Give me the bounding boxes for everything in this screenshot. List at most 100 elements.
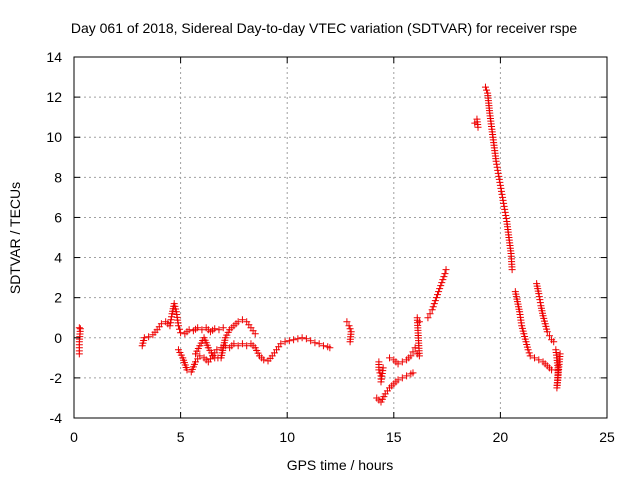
data-point bbox=[290, 336, 298, 344]
data-point bbox=[211, 325, 219, 333]
data-point bbox=[157, 320, 165, 328]
data-point bbox=[234, 342, 242, 350]
data-point bbox=[426, 310, 434, 318]
data-point bbox=[375, 366, 383, 374]
data-point-trail bbox=[500, 202, 508, 210]
data-point bbox=[424, 314, 432, 322]
data-point bbox=[413, 314, 421, 322]
data-point-trail bbox=[429, 303, 437, 311]
data-point bbox=[474, 123, 482, 131]
data-point bbox=[437, 282, 445, 290]
data-point bbox=[145, 333, 153, 341]
data-point-trail bbox=[497, 187, 505, 195]
data-point-trail bbox=[499, 196, 507, 204]
data-point bbox=[219, 324, 227, 332]
data-point bbox=[194, 324, 202, 332]
data-point bbox=[499, 193, 507, 201]
data-point bbox=[285, 337, 293, 345]
data-point bbox=[298, 334, 306, 342]
data-point bbox=[183, 366, 191, 374]
data-point bbox=[302, 335, 310, 343]
data-point bbox=[315, 340, 323, 348]
data-point-trail bbox=[498, 190, 506, 198]
y-tick-label: 4 bbox=[54, 250, 62, 266]
data-point bbox=[251, 330, 259, 338]
data-point bbox=[531, 354, 539, 362]
data-point-trail bbox=[346, 325, 354, 333]
x-tick-label: 5 bbox=[177, 429, 185, 445]
data-point bbox=[545, 332, 553, 340]
x-tick-label: 15 bbox=[386, 429, 402, 445]
data-point bbox=[379, 364, 387, 372]
data-point bbox=[492, 157, 500, 165]
data-point-trail bbox=[536, 299, 544, 307]
data-point bbox=[394, 360, 402, 368]
data-point-trail bbox=[434, 291, 442, 299]
y-tick-label: -4 bbox=[50, 410, 63, 426]
data-point bbox=[198, 326, 206, 334]
data-point bbox=[281, 338, 289, 346]
y-tick-label: 12 bbox=[46, 89, 62, 105]
data-point bbox=[319, 342, 327, 350]
data-point bbox=[166, 322, 174, 330]
x-tick-label: 25 bbox=[599, 429, 615, 445]
data-point bbox=[185, 326, 193, 334]
data-point bbox=[307, 337, 315, 345]
data-point-trail bbox=[496, 178, 504, 186]
data-point-trail bbox=[166, 319, 174, 327]
data-point bbox=[243, 342, 251, 350]
data-point bbox=[311, 339, 319, 347]
data-point-trail bbox=[493, 160, 501, 168]
data-point-trail bbox=[502, 211, 510, 219]
y-axis-tick-labels: -4 -2 0 2 4 6 8 10 12 14 bbox=[46, 49, 62, 426]
data-point-trail bbox=[440, 273, 448, 281]
data-point bbox=[343, 318, 351, 326]
data-point bbox=[442, 266, 450, 274]
y-tick-label: 6 bbox=[54, 209, 62, 225]
data-point bbox=[548, 366, 556, 374]
data-point bbox=[524, 346, 532, 354]
data-point bbox=[326, 344, 334, 352]
y-tick-label: 2 bbox=[54, 290, 62, 306]
data-point-trail bbox=[495, 175, 503, 183]
data-point bbox=[75, 324, 83, 332]
data-point bbox=[481, 83, 489, 91]
data-point-trail bbox=[493, 163, 501, 171]
data-point-trail bbox=[525, 349, 533, 357]
data-point bbox=[215, 326, 223, 334]
x-axis-tick-labels: 0 5 10 15 20 25 bbox=[70, 429, 615, 445]
data-point bbox=[550, 338, 558, 346]
data-point bbox=[535, 356, 543, 364]
data-point bbox=[174, 322, 182, 330]
data-point bbox=[277, 340, 285, 348]
data-point bbox=[238, 316, 246, 324]
data-point bbox=[386, 354, 394, 362]
data-point-trail bbox=[176, 325, 184, 333]
y-tick-label: 0 bbox=[54, 330, 62, 346]
data-point-trail bbox=[501, 208, 509, 216]
data-point bbox=[556, 350, 564, 358]
data-point bbox=[230, 340, 238, 348]
data-point bbox=[415, 318, 423, 326]
data-point bbox=[238, 340, 246, 348]
data-point-trail bbox=[497, 184, 505, 192]
x-tick-label: 20 bbox=[493, 429, 509, 445]
data-point bbox=[75, 350, 83, 358]
data-point bbox=[234, 318, 242, 326]
data-point bbox=[409, 369, 417, 377]
x-axis-label: GPS time / hours bbox=[287, 457, 394, 473]
data-point-trail bbox=[535, 293, 543, 301]
data-point-trail bbox=[167, 316, 175, 324]
data-point bbox=[501, 205, 509, 213]
data-point bbox=[430, 300, 438, 308]
data-point bbox=[526, 352, 534, 360]
data-point bbox=[394, 376, 402, 384]
data-point bbox=[398, 358, 406, 366]
y-axis-label: SDTVAR / TECUs bbox=[7, 182, 23, 294]
data-point bbox=[407, 352, 415, 360]
data-point bbox=[428, 306, 436, 314]
chart-title: Day 061 of 2018, Sidereal Day-to-day VTE… bbox=[71, 20, 577, 36]
data-point bbox=[345, 322, 353, 330]
data-point-trail bbox=[536, 296, 544, 304]
